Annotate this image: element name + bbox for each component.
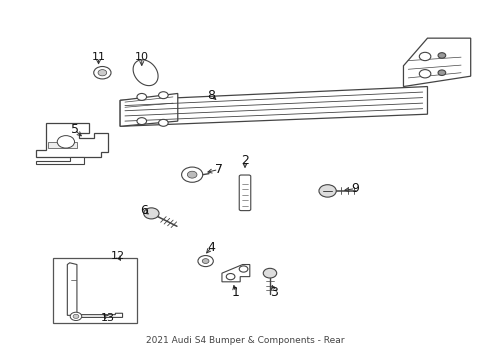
Text: 10: 10: [135, 52, 149, 62]
Circle shape: [137, 118, 147, 125]
Circle shape: [226, 274, 235, 280]
Circle shape: [239, 266, 248, 272]
Circle shape: [319, 185, 336, 197]
Polygon shape: [403, 38, 471, 86]
Polygon shape: [48, 142, 77, 148]
Circle shape: [144, 208, 159, 219]
Circle shape: [73, 314, 79, 319]
Polygon shape: [36, 157, 84, 164]
Polygon shape: [222, 265, 250, 282]
Circle shape: [419, 52, 431, 60]
Circle shape: [182, 167, 203, 182]
Circle shape: [198, 256, 213, 267]
Circle shape: [438, 70, 446, 76]
FancyBboxPatch shape: [239, 175, 251, 211]
Polygon shape: [36, 123, 108, 157]
Text: 12: 12: [111, 251, 125, 261]
Polygon shape: [120, 86, 427, 126]
Text: 2021 Audi S4 Bumper & Components - Rear: 2021 Audi S4 Bumper & Components - Rear: [146, 336, 344, 345]
Text: 3: 3: [270, 286, 278, 299]
Circle shape: [419, 69, 431, 78]
Circle shape: [94, 67, 111, 79]
Circle shape: [263, 268, 277, 278]
Text: 8: 8: [207, 89, 216, 102]
Polygon shape: [67, 263, 122, 318]
Text: 11: 11: [92, 52, 105, 62]
Text: 2: 2: [241, 154, 249, 167]
Text: 4: 4: [207, 241, 215, 254]
Circle shape: [187, 171, 197, 178]
Circle shape: [159, 92, 168, 99]
Polygon shape: [120, 94, 178, 126]
Text: 6: 6: [140, 204, 148, 217]
Circle shape: [137, 94, 147, 100]
Bar: [53, 258, 137, 323]
Text: 9: 9: [351, 182, 359, 195]
Circle shape: [70, 312, 82, 320]
Circle shape: [159, 120, 168, 126]
Text: 7: 7: [215, 163, 222, 176]
Circle shape: [438, 53, 446, 58]
Circle shape: [57, 136, 74, 148]
Polygon shape: [133, 60, 158, 86]
Circle shape: [98, 69, 107, 76]
Text: 1: 1: [231, 286, 239, 299]
Circle shape: [202, 258, 209, 264]
Text: 5: 5: [71, 123, 78, 136]
Text: 13: 13: [101, 313, 115, 323]
